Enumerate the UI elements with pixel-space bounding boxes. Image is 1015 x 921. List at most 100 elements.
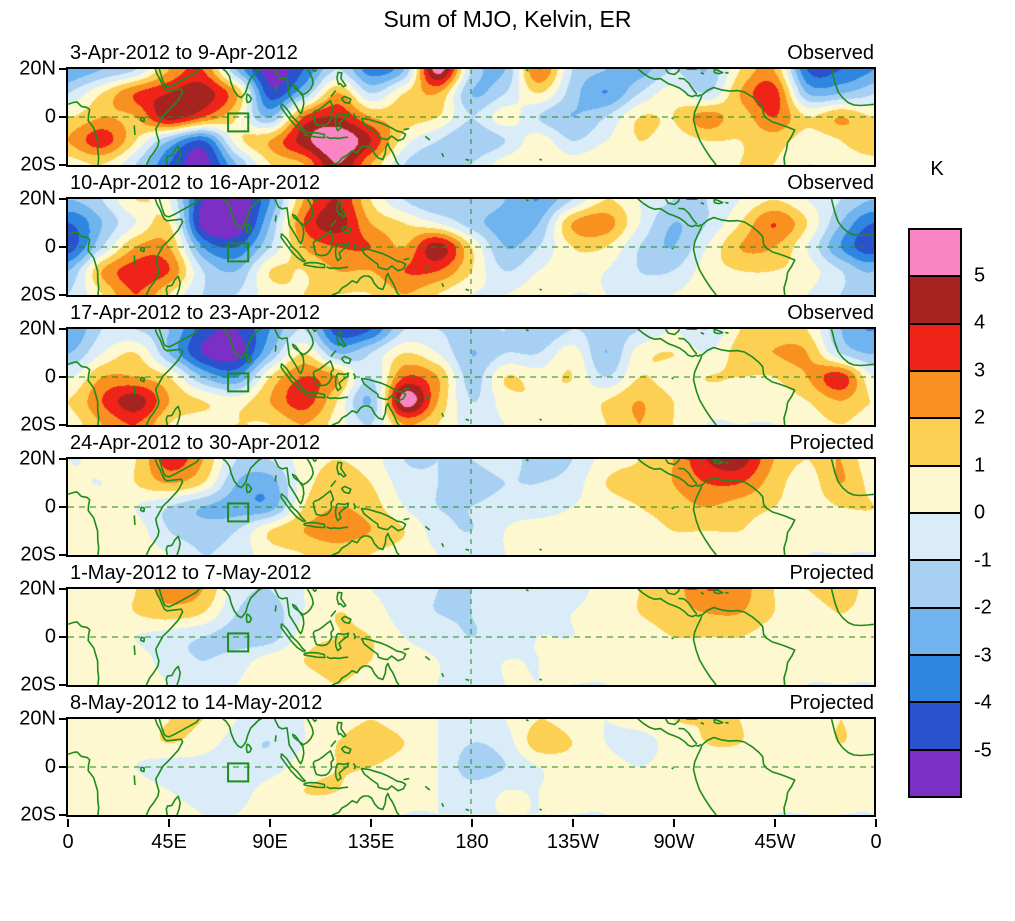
y-axis-tick	[59, 424, 66, 426]
panel-type-label: Projected	[789, 692, 875, 714]
y-axis-labels: 20N 0 20S	[0, 578, 66, 696]
map-panel-2	[59, 197, 876, 297]
coastline-overlay	[68, 459, 874, 555]
panel-date-range: 10-Apr-2012 to 16-Apr-2012	[70, 172, 321, 194]
y-axis-tick	[59, 164, 66, 166]
colorbar-tick-label: 4	[974, 311, 986, 334]
colorbar-swatch	[910, 748, 960, 796]
x-tick-label: 45W	[754, 831, 796, 853]
x-axis-tick	[875, 819, 877, 827]
colorbar-swatch	[910, 230, 960, 276]
coastline-overlay	[68, 69, 874, 165]
y-axis-tick	[59, 718, 66, 720]
y-axis-labels: 20N 0 20S	[0, 448, 66, 566]
y-axis-tick	[59, 766, 66, 768]
y-axis-tick	[59, 198, 66, 200]
panel-date-range: 8-May-2012 to 14-May-2012	[70, 692, 323, 714]
x-tick-label: 90W	[653, 831, 695, 853]
y-axis-tick	[59, 68, 66, 70]
y-tick-label-eq: 0	[44, 105, 56, 128]
panel-observed-week1: 3-Apr-2012 to 9-Apr-2012 Observed 20N 0 …	[0, 37, 1015, 176]
x-tick-label: 0	[62, 831, 74, 853]
x-tick-label: 0	[870, 831, 882, 853]
panel-date-range: 24-Apr-2012 to 30-Apr-2012	[70, 432, 321, 454]
x-axis-tick	[673, 819, 675, 827]
colorbar-swatch	[910, 701, 960, 749]
panel-type-label: Observed	[787, 42, 874, 64]
x-axis-tick	[774, 819, 776, 827]
x-tick-label: 45E	[151, 831, 187, 853]
panel-date-range: 1-May-2012 to 7-May-2012	[70, 562, 312, 584]
panel-type-label: Projected	[789, 432, 875, 454]
colorbar-tick-label: -2	[974, 596, 992, 619]
panel-type-label: Observed	[787, 172, 874, 194]
panel-observed-week2: 10-Apr-2012 to 16-Apr-2012 Observed 20N …	[0, 167, 1015, 306]
y-axis-tick	[59, 588, 66, 590]
y-tick-label-20s: 20S	[20, 283, 56, 306]
y-tick-label-20s: 20S	[20, 413, 56, 436]
y-axis-tick	[59, 116, 66, 118]
y-tick-label-eq: 0	[44, 755, 56, 778]
colorbar-swatch	[910, 559, 960, 607]
panel-observed-week3: 17-Apr-2012 to 23-Apr-2012 Observed 20N …	[0, 297, 1015, 436]
x-axis-tick	[471, 819, 473, 827]
colorbar-swatch	[910, 653, 960, 702]
y-tick-label-20s: 20S	[20, 153, 56, 176]
colorbar-tick-label: -1	[974, 549, 992, 571]
y-axis-tick	[59, 458, 66, 460]
map-panel-4	[59, 457, 876, 557]
coastline-overlay	[68, 199, 874, 295]
y-axis-tick	[59, 328, 66, 330]
y-axis-tick	[59, 246, 66, 248]
y-axis-tick	[59, 376, 66, 378]
y-axis-labels: 20N 0 20S	[0, 318, 66, 436]
panel-date-range: 3-Apr-2012 to 9-Apr-2012	[70, 42, 298, 64]
y-axis-labels: 20N 0 20S	[0, 58, 66, 176]
x-tick-label: 90E	[252, 831, 288, 853]
y-tick-label-eq: 0	[44, 625, 56, 648]
colorbar-tick-label: 5	[974, 264, 986, 286]
colorbar-tick-label: -3	[974, 644, 992, 666]
x-axis-tick	[67, 819, 69, 827]
x-axis-tick	[572, 819, 574, 827]
coastline-overlay	[68, 329, 874, 425]
panel-date-range: 17-Apr-2012 to 23-Apr-2012	[70, 302, 321, 324]
colorbar-swatch	[910, 275, 960, 323]
colorbar-tick-label: 1	[974, 454, 986, 476]
y-axis-labels: 20N 0 20S	[0, 708, 66, 826]
coastline-overlay	[68, 589, 874, 685]
colorbar-tick-label: 0	[974, 501, 986, 524]
x-axis-tick	[168, 819, 170, 827]
colorbar-tick-label: -4	[974, 691, 992, 714]
colorbar-swatch	[910, 511, 960, 560]
colorbar-tick-label: -5	[974, 739, 992, 761]
colorbar-swatch	[910, 464, 960, 512]
colorbar-swatch	[910, 417, 960, 465]
y-tick-label-eq: 0	[44, 365, 56, 388]
map-panel-5	[59, 587, 876, 687]
x-axis: 0 45E 90E 135E 180 135W 90W 45W 0	[62, 819, 882, 863]
panel-projected-week3: 8-May-2012 to 14-May-2012 Projected 20N …	[0, 687, 1015, 826]
y-tick-label-20s: 20S	[20, 543, 56, 566]
colorbar: K 5 4 3 2 1 0 -1 -2 -3 -4 -5	[908, 158, 992, 798]
panel-projected-week1: 24-Apr-2012 to 30-Apr-2012 Projected 20N…	[0, 427, 1015, 566]
x-tick-label: 135E	[347, 831, 395, 853]
colorbar-boxes	[908, 228, 962, 798]
y-axis-tick	[59, 294, 66, 296]
colorbar-swatch	[910, 606, 960, 654]
colorbar-tick-label: 2	[974, 406, 986, 429]
map-panel-3	[59, 327, 876, 427]
figure-title: Sum of MJO, Kelvin, ER	[383, 6, 632, 32]
colorbar-unit-label: K	[930, 158, 944, 180]
y-axis-labels: 20N 0 20S	[0, 188, 66, 306]
x-axis-tick	[269, 819, 271, 827]
panel-stack: 3-Apr-2012 to 9-Apr-2012 Observed 20N 0 …	[0, 37, 1015, 863]
y-axis-tick	[59, 684, 66, 686]
x-tick-label: 180	[455, 831, 489, 853]
y-axis-tick	[59, 814, 66, 816]
colorbar-labels: 5 4 3 2 1 0 -1 -2 -3 -4 -5	[974, 228, 1015, 798]
coastline-overlay	[68, 719, 874, 815]
panel-type-label: Observed	[787, 302, 874, 324]
x-axis-tick	[370, 819, 372, 827]
map-panel-1	[59, 67, 876, 167]
